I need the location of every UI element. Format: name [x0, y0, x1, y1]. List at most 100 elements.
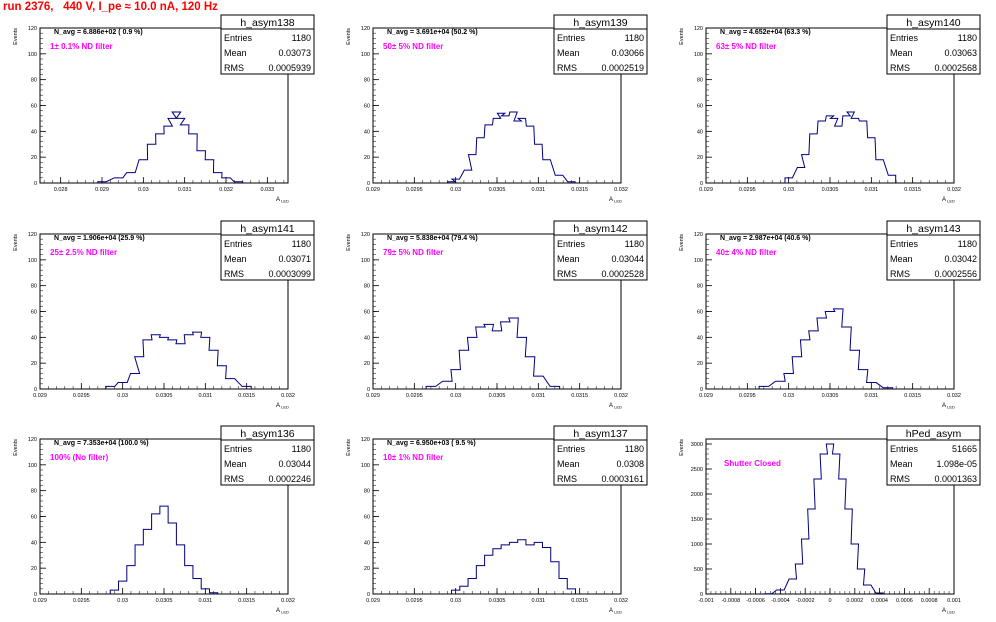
histogram-bin [518, 118, 525, 183]
x-tick-label: 0.0315 [238, 598, 255, 604]
histogram-bin [810, 134, 817, 183]
x-axis-subscript: LED [946, 610, 955, 615]
stats-title: h_asym139 [573, 17, 627, 29]
stats-value-rms: 0.0002519 [601, 63, 644, 73]
y-tick-label: 120 [361, 437, 370, 443]
y-tick-label: 20 [31, 155, 37, 161]
histogram-bin [876, 593, 883, 594]
y-tick-label: 80 [697, 284, 703, 290]
y-tick-label: 0 [367, 181, 370, 187]
histogram-bin [525, 357, 535, 389]
y-tick-label: 80 [697, 78, 703, 84]
histogram-bin [534, 376, 544, 389]
filter-annotation: 63± 5% ND filter [716, 42, 776, 51]
histogram-bin [492, 331, 502, 389]
y-tick-label: 40 [364, 335, 370, 341]
histogram-line [763, 443, 884, 595]
stats-label-entries: Entries [224, 444, 253, 454]
stats-box [553, 425, 648, 486]
filter-annotation: 79± 5% ND filter [383, 248, 443, 257]
y-axis-label: Events [679, 439, 685, 456]
histogram-bin [842, 327, 852, 389]
stats-value-mean: 0.03071 [278, 254, 311, 264]
stats-value-rms: 0.0005939 [268, 63, 311, 73]
stats-label-rms: RMS [224, 269, 244, 279]
histogram-bin [119, 581, 127, 594]
x-axis-subscript: LED [280, 405, 289, 410]
y-tick-label: 120 [28, 232, 37, 238]
x-tick-label: 0.0305 [489, 187, 506, 193]
histogram-bin [800, 340, 810, 389]
y-tick-label: 20 [31, 566, 37, 572]
histogram-bin [127, 173, 136, 183]
navg-label: N_avg = 6.950e+03 ( 9.5 %) [387, 440, 476, 447]
x-tick-label: 0.0006 [896, 598, 913, 604]
y-tick-label: 100 [361, 463, 370, 469]
y-tick-label: 100 [361, 52, 370, 58]
histogram-panel-h_asym143: 0 20 40 60 80 100 120 Events 0.029 0.0295 0.03 0.03… [679, 220, 981, 410]
histogram-bin [151, 335, 160, 389]
x-tick-label: -0.001 [698, 598, 714, 604]
histogram-bin [535, 144, 542, 183]
histogram-bin [776, 381, 786, 389]
histogram-bin [460, 586, 468, 594]
x-tick-label: 0.0295 [406, 393, 423, 399]
histogram-bin [110, 590, 118, 594]
x-tick-label: 0.0305 [822, 187, 839, 193]
histogram-bin [850, 350, 860, 389]
histogram-bin [476, 327, 486, 389]
stats-label-rms: RMS [557, 269, 577, 279]
y-axis-label: Events [13, 28, 19, 45]
histogram-bin [156, 134, 165, 183]
y-tick-label: 80 [31, 489, 37, 495]
histogram-line [425, 317, 561, 389]
x-tick-label: 0.031 [198, 393, 212, 399]
filter-annotation: 1± 0.1% ND filter [50, 42, 113, 51]
y-tick-label: 20 [697, 361, 703, 367]
x-tick-label: 0.0305 [822, 393, 839, 399]
y-axis-label: Events [346, 28, 352, 45]
x-tick-label: 0.031 [531, 187, 545, 193]
histogram-bin [817, 318, 827, 389]
stats-box [886, 425, 981, 486]
histogram-bin [485, 555, 493, 594]
stats-value-mean: 0.03042 [944, 254, 977, 264]
navg-label: N_avg = 1.906e+04 (25.9 %) [54, 235, 145, 242]
x-tick-label: 0.0315 [571, 393, 588, 399]
stats-label-mean: Mean [557, 459, 580, 469]
stats-box [553, 14, 648, 75]
histogram-bin [205, 160, 214, 183]
stats-value-mean: 0.03044 [278, 459, 311, 469]
x-tick-label: 0.032 [614, 187, 628, 193]
histogram-bin [180, 125, 189, 183]
histogram-bin [555, 175, 562, 183]
y-tick-label: 0 [34, 387, 37, 393]
stats-title: h_asym136 [240, 428, 294, 440]
histogram-bin [859, 121, 866, 183]
x-tick-label: 0.0305 [489, 598, 506, 604]
histogram-bin [426, 386, 436, 389]
stats-value-entries: 1180 [625, 444, 644, 454]
histogram-bin [451, 370, 461, 389]
y-tick-label: 40 [31, 335, 37, 341]
y-tick-label: 60 [31, 515, 37, 521]
x-axis-subscript: LED [280, 199, 289, 204]
histogram-bin [143, 529, 151, 594]
x-tick-label: 0.033 [260, 187, 274, 193]
stats-title: hPed_asym [906, 428, 962, 440]
x-tick-label: 0.0305 [156, 598, 173, 604]
stats-title: h_asym141 [240, 223, 294, 235]
y-tick-label: 120 [361, 26, 370, 32]
histogram-bin [193, 332, 202, 389]
stats-value-rms: 0.0001363 [934, 474, 977, 484]
histogram-bin [759, 386, 769, 389]
stats-title: h_asym140 [906, 17, 960, 29]
stats-label-entries: Entries [557, 33, 586, 43]
x-axis-subscript: LED [946, 199, 955, 204]
histogram-bin [209, 593, 217, 594]
y-axis-label: Events [346, 234, 352, 251]
histogram-bin [168, 340, 177, 389]
x-tick-label: 0.028 [54, 187, 68, 193]
x-axis-label: A LED [942, 403, 955, 410]
y-tick-label: 40 [31, 540, 37, 546]
